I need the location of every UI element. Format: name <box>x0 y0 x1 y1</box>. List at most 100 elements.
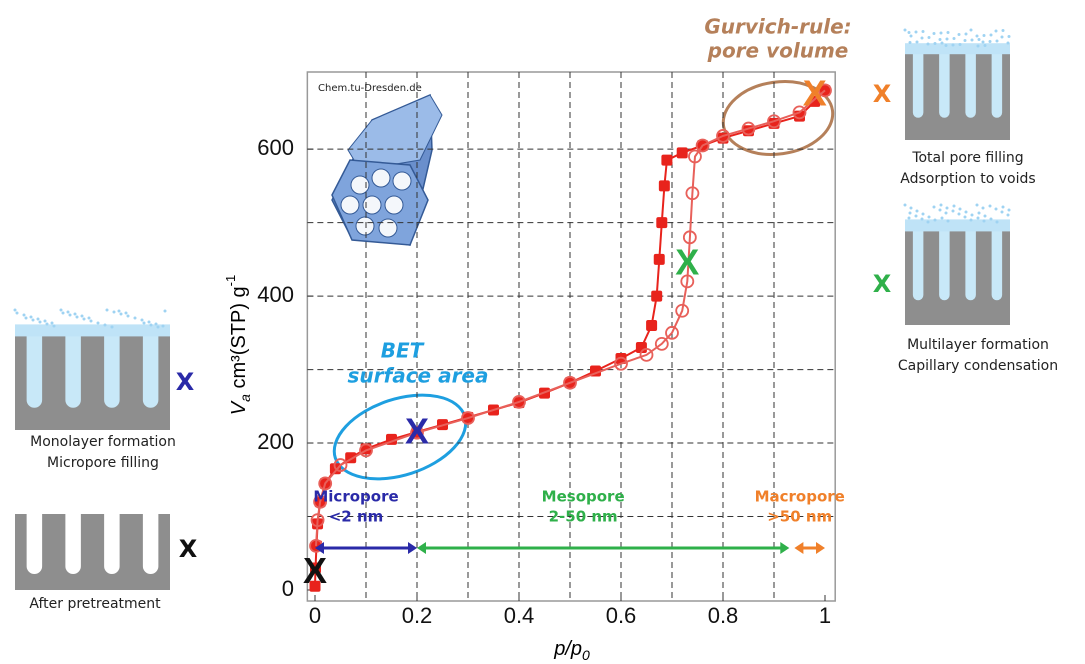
gas-dot <box>953 205 956 208</box>
gas-dot <box>958 33 961 36</box>
gas-dot <box>976 35 979 38</box>
pore-channel <box>143 334 159 408</box>
gas-dot <box>995 208 998 211</box>
pore-channel <box>65 514 81 574</box>
y-axis-label: Va cm³(STP) g-1 <box>223 275 252 415</box>
pore-channel <box>939 52 950 118</box>
pore-channel <box>965 229 976 300</box>
gas-dot <box>982 207 985 210</box>
gas-dot <box>120 313 123 316</box>
range-label: >50 nm <box>767 508 832 526</box>
range-label: Macropore <box>755 488 845 506</box>
gas-dot <box>970 219 973 222</box>
gas-dot <box>922 213 925 216</box>
gas-dot <box>908 217 911 220</box>
gas-dot <box>927 43 930 46</box>
gas-dot <box>946 38 949 41</box>
gas-dot <box>928 216 931 219</box>
gas-dot <box>941 42 944 45</box>
gas-dot <box>933 206 936 209</box>
y-axis-label-sup: -1 <box>223 275 238 287</box>
pore-channel <box>913 52 924 118</box>
annotation: pore volume <box>707 39 849 63</box>
gas-dot <box>1008 209 1011 212</box>
x-tick-label: 1 <box>819 603 831 628</box>
gas-dot <box>995 30 998 33</box>
gas-dot <box>970 29 973 32</box>
gas-dot <box>996 221 999 224</box>
gas-dot <box>39 321 42 324</box>
gas-dot <box>940 32 943 35</box>
gas-dot <box>965 211 968 214</box>
gas-dot <box>164 310 167 313</box>
gas-dot <box>971 214 974 217</box>
data-point <box>651 291 662 302</box>
x-tick-label: 0 <box>309 603 321 628</box>
gas-dot <box>76 316 79 319</box>
annotation: surface area <box>347 364 488 388</box>
gas-dot <box>157 326 160 329</box>
pore-illustration <box>904 204 1011 326</box>
gas-dot <box>97 322 100 325</box>
pore-channel <box>939 229 950 300</box>
stage-x: X <box>873 80 892 108</box>
y-axis-label-sub: a <box>237 394 253 402</box>
stage-x: X <box>873 270 892 298</box>
gas-dot <box>939 209 942 212</box>
gas-dot <box>978 38 981 41</box>
x-tick-label: 0.8 <box>708 603 739 628</box>
range-label: Micropore <box>313 488 398 506</box>
gas-dot <box>46 323 49 326</box>
gas-dot <box>90 320 93 323</box>
gas-dot <box>941 217 944 220</box>
stage-marker: X <box>405 411 429 452</box>
stage-caption: Micropore filling <box>47 455 159 471</box>
y-tick-label: 600 <box>257 135 294 160</box>
gas-dot <box>125 312 128 315</box>
gas-dot <box>982 41 985 44</box>
data-point <box>677 147 688 158</box>
gas-dot <box>921 218 924 221</box>
gas-dot <box>51 322 54 325</box>
y-tick-label: 200 <box>257 429 294 454</box>
stage-marker: X <box>303 550 327 591</box>
gas-dot <box>150 324 153 327</box>
gas-dot <box>16 312 19 315</box>
gas-dot <box>939 38 942 41</box>
gas-dot <box>162 325 165 328</box>
gas-dot <box>30 316 33 319</box>
watermark: Chem.tu-Dresden.de <box>318 83 422 94</box>
stage-caption: Capillary condensation <box>898 358 1058 374</box>
range-label: <2 nm <box>329 508 384 526</box>
x-axis-label-main: p/p <box>553 638 582 660</box>
gas-dot <box>83 318 86 321</box>
gas-dot <box>959 43 962 46</box>
gas-dot <box>947 31 950 34</box>
data-point <box>646 320 657 331</box>
stage-x: X <box>176 368 195 396</box>
gas-dot <box>989 205 992 208</box>
data-point <box>656 217 667 228</box>
stage-marker: X <box>675 242 699 283</box>
gas-dot <box>14 309 17 312</box>
gas-dot <box>984 215 987 218</box>
pore-channel <box>992 52 1003 118</box>
gas-dot <box>959 208 962 211</box>
gas-dot <box>983 220 986 223</box>
gas-dot <box>990 34 993 37</box>
stage-marker: X <box>803 73 827 114</box>
gas-dot <box>933 32 936 35</box>
pore-illustration <box>14 309 171 431</box>
gas-dot <box>143 322 146 325</box>
gas-dot <box>984 44 987 47</box>
x-tick-label: 0.2 <box>402 603 433 628</box>
gas-dot <box>60 309 63 312</box>
gas-dot <box>1002 29 1005 32</box>
pore-channel <box>913 229 924 300</box>
gas-dot <box>141 319 144 322</box>
figure: 00.20.40.60.810200400600p/p0Va cm³(STP) … <box>0 0 1085 664</box>
gas-dot <box>44 320 47 323</box>
gas-dot <box>67 311 70 314</box>
gas-dot <box>964 39 967 42</box>
data-point <box>659 180 670 191</box>
